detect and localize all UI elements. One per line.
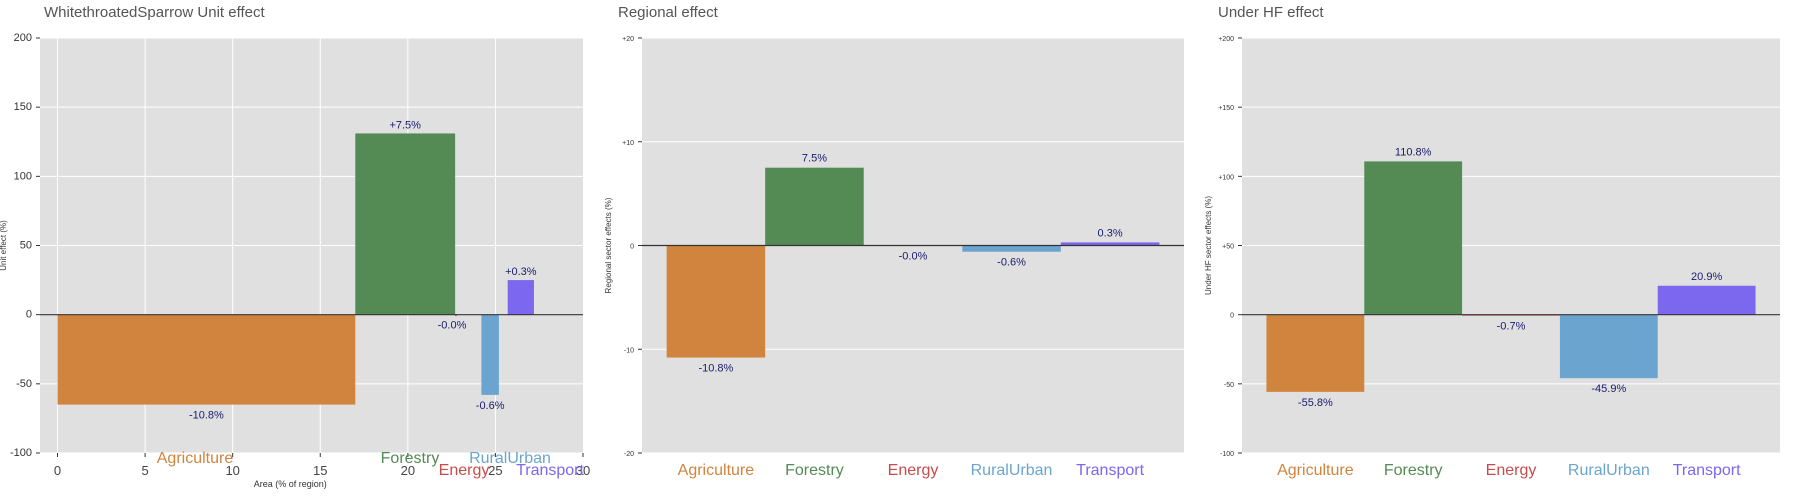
panel3-bar-transport [1657,285,1756,315]
panel3-category-label: Transport [1673,462,1741,479]
panel1-ytick-label: -100 [10,447,32,459]
panel1-bar-transport [507,280,534,315]
panel2-ytick-label: +20 [622,36,634,43]
panel1-data-label: -0.0% [438,320,467,332]
panel2-bar-ruralurban [962,245,1061,252]
panel3-data-label: -0.7% [1497,321,1526,333]
panel2-bar-transport [1060,242,1160,246]
panel1-category-label: RuralUrban [469,450,551,467]
panel2-data-label: -0.6% [997,257,1026,269]
panel1-bar-energy [455,314,457,317]
panel3-ylabel: Under HF sector effects (%) [1204,196,1213,295]
panel2-title: Regional effect [618,4,718,21]
panel2-ytick-label: -10 [624,347,634,354]
panel3-category-label: Agriculture [1277,462,1354,479]
panel1-category-label: Forestry [381,450,440,467]
panel1-data-label: -0.6% [476,400,505,412]
panel3-ytick-label: 0 [1230,313,1234,320]
panel3-ytick-label: +150 [1218,105,1234,112]
panel1-xlabel: Area (% of region) [254,479,327,489]
panel2-data-label: 0.3% [1098,227,1123,239]
panel1-ylabel: Unit effect (%) [0,220,8,271]
panel1-category-label: Agriculture [157,450,234,467]
panel2-ytick-label: -20 [624,451,634,458]
panel3-category-label: RuralUrban [1568,462,1650,479]
panel1-bar-forestry [355,133,456,315]
panel3-bar-ruralurban [1559,314,1658,379]
panel1-xtick-label: 5 [141,463,148,478]
panel2-category-label: Transport [1076,462,1144,479]
panel2-ytick-label: 0 [630,244,634,251]
panel2-category-label: RuralUrban [971,462,1053,479]
panel2-bar-forestry [765,167,864,246]
panel1-bar-ruralurban [481,314,499,395]
panel2-data-label: 7.5% [802,153,827,165]
panel2-data-label: -10.8% [698,363,733,375]
panel3-data-label: -55.8% [1298,397,1333,409]
panel3-data-label: 20.9% [1691,271,1722,283]
panel1-bar-agriculture [57,314,356,405]
panel1-data-label: +0.3% [505,266,537,278]
panel3-bar-agriculture [1266,314,1365,392]
panel3-ytick-label: -100 [1220,451,1234,458]
panel2-category-label: Agriculture [678,462,755,479]
panel1-ytick-label: 150 [14,101,32,113]
panel3-title: Under HF effect [1218,4,1324,21]
panel1-ytick-label: 50 [20,240,32,252]
panel2-category-label: Forestry [785,462,844,479]
panel1-xtick-label: 10 [225,463,239,478]
panel2-ytick-label: +10 [622,140,634,147]
panel1-xtick-label: 25 [488,463,502,478]
panel1-data-label: -10.8% [189,410,224,422]
panel1-data-label: +7.5% [389,119,421,131]
panel1-xtick-label: 0 [54,463,61,478]
panel3-data-label: 110.8% [1395,146,1432,158]
panel1-category-label: Energy [439,462,490,479]
panel1-xtick-label: 30 [576,463,590,478]
panel3-bar-forestry [1364,161,1463,315]
panel1-ytick-label: 0 [26,309,32,321]
panel1-category-label: Transport [516,462,584,479]
panel1-ytick-label: 100 [14,170,32,182]
panel1-xtick-label: 15 [313,463,327,478]
panel1-title: WhitethroatedSparrow Unit effect [44,4,265,21]
panel2-data-label: -0.0% [899,251,928,263]
panel1-ytick-label: 200 [14,32,32,44]
panel3-data-label: -45.9% [1591,383,1626,395]
panel3-category-label: Forestry [1384,462,1443,479]
panel3-ytick-label: +100 [1218,174,1234,181]
panel1-xtick-label: 20 [401,463,415,478]
panel3-category-label: Energy [1486,462,1537,479]
panel2-ylabel: Regional sector effects (%) [604,197,613,293]
panel1-ytick-label: -50 [16,378,32,390]
panel3-ytick-label: +200 [1218,36,1234,43]
panel2-category-label: Energy [888,462,939,479]
panel2-bar-agriculture [666,245,766,358]
panel3-ytick-label: -50 [1224,382,1234,389]
panel3-ytick-label: +50 [1222,244,1234,251]
